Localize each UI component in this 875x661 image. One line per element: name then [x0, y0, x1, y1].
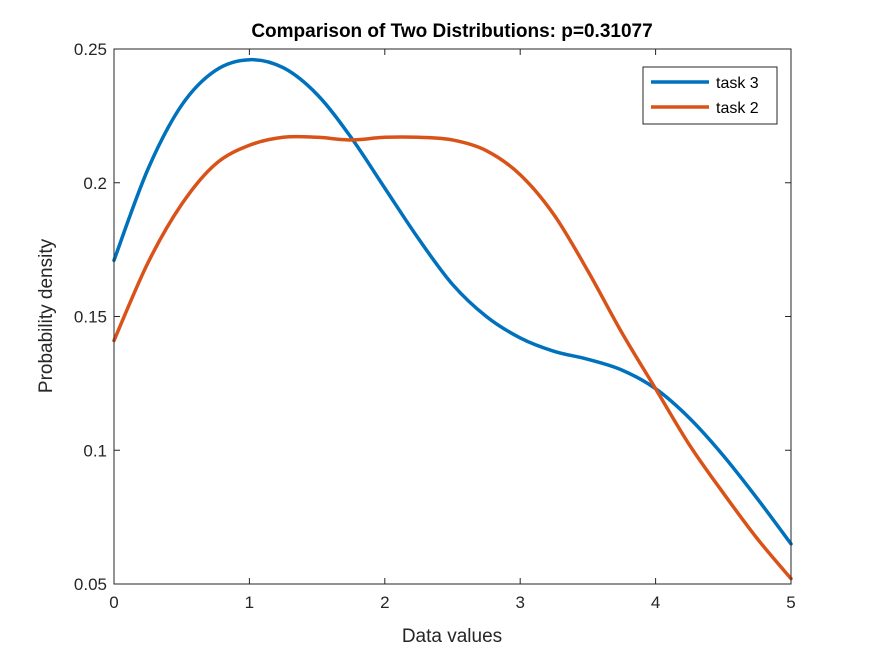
legend-label: task 3 — [716, 75, 759, 92]
legend-label: task 2 — [716, 100, 759, 117]
plot-area — [114, 49, 791, 584]
x-tick-label: 4 — [651, 593, 660, 612]
x-tick-label: 5 — [786, 593, 795, 612]
y-tick-label: 0.15 — [74, 308, 107, 327]
series-line-task-3 — [112, 57, 793, 546]
series-layer — [112, 57, 793, 581]
x-axis-label: Data values — [402, 626, 502, 647]
y-axis-label: Probability density — [36, 238, 57, 393]
x-tick-label: 3 — [515, 593, 524, 612]
x-tick-label: 2 — [380, 593, 389, 612]
legend-box — [642, 66, 778, 125]
x-tick-label: 0 — [109, 593, 118, 612]
y-tick-label: 0.2 — [83, 174, 107, 193]
chart-title: Comparison of Two Distributions: p=0.310… — [251, 21, 652, 42]
y-tick-label: 0.1 — [83, 441, 107, 460]
axis-ticks: 0 1 2 3 4 5 0.05 0.1 0.15 0.2 0.25 — [74, 40, 796, 612]
x-tick-label: 1 — [245, 593, 254, 612]
axes-box — [113, 48, 792, 585]
y-tick-label: 0.05 — [74, 575, 107, 594]
legend: task 3 task 2 — [642, 66, 778, 125]
series-line-task-2 — [112, 134, 793, 581]
y-tick-label: 0.25 — [74, 40, 107, 59]
